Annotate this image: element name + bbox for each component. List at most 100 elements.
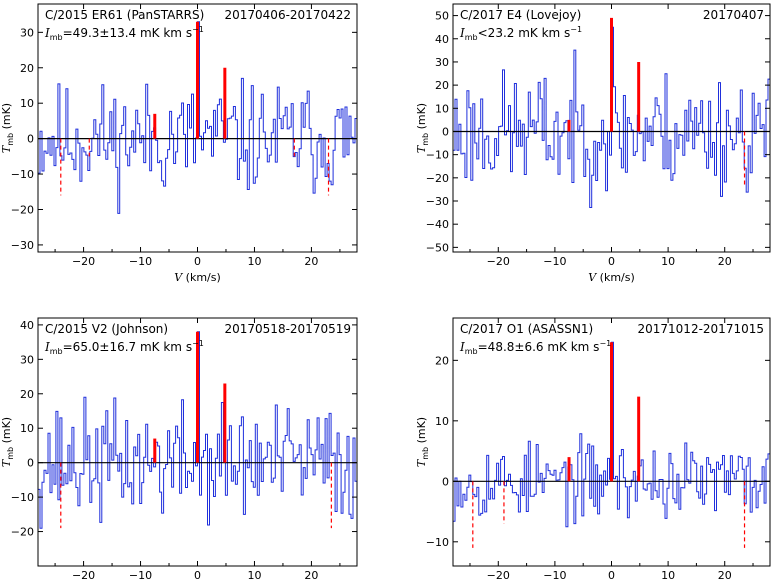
y-axis-label: Tmb (mK) [0,103,15,153]
y-label-symbol: T [0,144,13,153]
x-label-unit: (km/s) [182,271,221,284]
x-label-symbol: V [174,271,183,284]
integrated-intensity: Imb=48.8±6.6 mK km s−1 [459,339,611,356]
x-axis-label: V (km/s) [174,271,221,284]
y-tick-label: 10 [435,102,449,115]
y-tick-label: −10 [11,491,34,504]
x-tick-label: 0 [608,569,615,582]
y-tick-label: 20 [20,62,34,75]
x-tick-label: 20 [304,569,318,582]
x-tick-label: 10 [661,569,675,582]
observation-dates: 20170518-20170519 [225,322,352,336]
y-tick-label: 20 [20,388,34,401]
observation-dates: 20170407 [703,8,764,22]
x-tick-label: 10 [661,255,675,268]
y-tick-label: −20 [426,172,449,185]
y-label-symbol: T [0,458,13,467]
y-tick-label: −20 [11,203,34,216]
x-label-symbol: V [588,271,597,284]
comet-name: C/2017 O1 (ASASSN1) [460,322,593,336]
y-tick-label: −50 [426,241,449,254]
x-tick-label: 20 [718,255,732,268]
y-tick-label: 50 [435,10,449,23]
y-label-unit: (mK) [0,103,13,133]
intensity-subscript: mb [50,347,63,356]
y-tick-label: −30 [426,195,449,208]
x-tick-label: 10 [247,255,261,268]
x-label-unit: (km/s) [596,271,635,284]
x-tick-label: −20 [72,569,95,582]
x-tick-label: −20 [487,255,510,268]
x-tick-label: 0 [608,255,615,268]
y-tick-label: 10 [20,97,34,110]
y-label-subscript: mb [421,133,430,146]
unit-superscript: −1 [192,25,204,34]
chart-panel-2: −20 −10 0 10 20 −50 −40 −30 −20 −10 0 10 20 30 40 50 C/2… [415,3,771,284]
intensity-subscript: mb [465,33,478,42]
y-label-subscript: mb [6,133,15,146]
y-tick-label: 20 [435,79,449,92]
intensity-symbol: I [459,26,465,40]
x-tick-label: −10 [129,569,152,582]
y-tick-label: −10 [426,536,449,549]
chart-panel-4: −20 −10 0 10 20 −10 0 10 20 C/2017 O1 (ASASSN1) 20… [415,317,771,582]
intensity-value: =65.0±16.7 mK km s [63,340,192,354]
y-tick-label: 0 [442,125,449,138]
chart-panel-1: −20 −10 0 10 20 −30 −20 −10 0 10 20 30 C/2015 ER61 (… [0,3,358,284]
x-tick-label: 0 [194,569,201,582]
x-tick-label: −10 [543,569,566,582]
comet-name: C/2017 E4 (Lovejoy) [460,8,581,22]
intensity-value: =49.3±13.4 mK km s [63,26,192,40]
unit-superscript: −1 [570,25,582,34]
y-label-symbol: T [415,144,428,153]
y-tick-label: 10 [435,415,449,428]
y-label-subscript: mb [6,447,15,460]
x-tick-label: −20 [487,569,510,582]
integrated-intensity: Imb=65.0±16.7 mK km s−1 [44,339,204,356]
chart-panel-3: −20 −10 0 10 20 −20 −10 0 10 20 30 40 C/2015 V2 (Joh… [0,317,358,582]
x-tick-label: 20 [718,569,732,582]
integrated-intensity: Imb<23.2 mK km s−1 [459,25,582,42]
observation-dates: 20170406-20170422 [225,8,352,22]
x-axis-label: V (km/s) [588,271,635,284]
unit-superscript: −1 [599,339,611,348]
y-label-unit: (mK) [0,417,13,447]
y-label-unit: (mK) [415,417,428,447]
y-tick-label: 0 [27,133,34,146]
intensity-symbol: I [44,340,50,354]
intensity-symbol: I [459,340,465,354]
y-label-unit: (mK) [415,103,428,133]
integrated-intensity: Imb=49.3±13.4 mK km s−1 [44,25,204,42]
y-tick-label: 20 [435,354,449,367]
y-tick-label: 0 [27,457,34,470]
intensity-value: <23.2 mK km s [478,26,571,40]
y-axis-label: Tmb (mK) [415,417,430,467]
unit-superscript: −1 [192,339,204,348]
y-tick-label: −10 [426,149,449,162]
x-tick-label: −10 [129,255,152,268]
y-tick-label: 40 [435,33,449,46]
comet-name: C/2015 V2 (Johnson) [45,322,168,336]
intensity-value: =48.8±6.6 mK km s [478,340,600,354]
y-tick-label: 40 [20,319,34,332]
y-axis-label: Tmb (mK) [415,103,430,153]
y-axis-label: Tmb (mK) [0,417,15,467]
intensity-subscript: mb [50,33,63,42]
y-tick-label: −10 [11,168,34,181]
y-tick-label: 30 [435,56,449,69]
y-tick-label: 30 [20,353,34,366]
y-tick-label: −30 [11,239,34,252]
y-tick-label: 0 [442,475,449,488]
intensity-symbol: I [44,26,50,40]
x-tick-label: −20 [72,255,95,268]
intensity-subscript: mb [465,347,478,356]
x-tick-label: −10 [543,255,566,268]
y-tick-label: 10 [20,422,34,435]
observation-dates: 20171012-20171015 [638,322,765,336]
x-tick-label: 10 [247,569,261,582]
x-tick-label: 20 [304,255,318,268]
y-tick-label: −40 [426,218,449,231]
x-tick-label: 0 [194,255,201,268]
y-tick-label: 30 [20,26,34,39]
